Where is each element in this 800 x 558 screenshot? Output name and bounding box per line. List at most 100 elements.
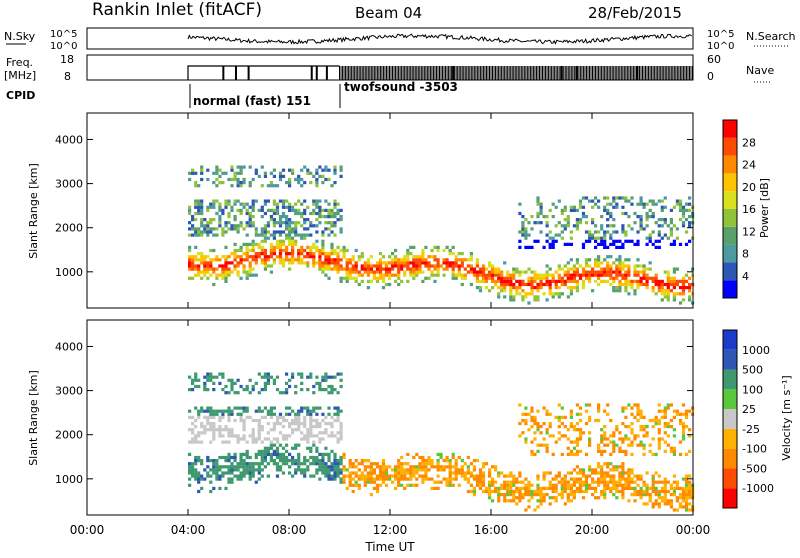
heatmap-cell bbox=[188, 428, 192, 432]
heatmap-cell bbox=[221, 270, 225, 274]
heatmap-cell bbox=[239, 248, 243, 253]
heatmap-cell bbox=[563, 477, 567, 481]
heatmap-cell bbox=[224, 261, 228, 265]
heatmap-cell bbox=[254, 437, 258, 441]
heatmap-cell bbox=[506, 273, 510, 277]
heatmap-cell bbox=[188, 483, 192, 487]
x-tick-label: 04:00 bbox=[171, 523, 206, 537]
heatmap-cell bbox=[681, 276, 686, 280]
heatmap-cell bbox=[651, 242, 655, 246]
heatmap-cell bbox=[278, 459, 283, 463]
heatmap-cell bbox=[197, 480, 201, 484]
heatmap-cell bbox=[248, 462, 252, 466]
heatmap-cell bbox=[481, 471, 486, 475]
heatmap-cell bbox=[421, 248, 425, 253]
heatmap-cell bbox=[503, 499, 507, 503]
heatmap-cell bbox=[403, 471, 407, 475]
heatmap-cell bbox=[336, 468, 340, 472]
colorbar-tick-label: -1000 bbox=[742, 482, 774, 495]
heatmap-cell bbox=[675, 412, 679, 416]
heatmap-cell bbox=[206, 264, 210, 268]
heatmap-cell bbox=[203, 468, 207, 472]
heatmap-cell bbox=[584, 273, 589, 277]
heatmap-cell bbox=[297, 233, 301, 237]
heatmap-cell bbox=[557, 480, 561, 484]
heatmap-cell bbox=[424, 264, 428, 268]
heatmap-cell bbox=[312, 261, 316, 265]
heatmap-cell bbox=[194, 418, 198, 423]
heatmap-cell bbox=[688, 496, 692, 500]
heatmap-cell bbox=[197, 205, 201, 209]
heatmap-cell bbox=[545, 409, 549, 413]
heatmap-cell bbox=[260, 205, 264, 209]
heatmap-cell bbox=[681, 477, 686, 481]
heatmap-cell bbox=[466, 258, 470, 262]
heatmap-cell bbox=[588, 465, 592, 469]
heatmap-cell bbox=[615, 196, 619, 200]
heatmap-cell bbox=[548, 422, 552, 426]
heatmap-cell bbox=[566, 446, 570, 450]
heatmap-cell bbox=[600, 279, 604, 283]
heatmap-cell bbox=[200, 168, 204, 172]
heatmap-cell bbox=[545, 443, 549, 447]
heatmap-cell bbox=[542, 273, 546, 277]
heatmap-cell bbox=[242, 388, 246, 392]
heatmap-cell bbox=[500, 270, 504, 274]
heatmap-cell bbox=[560, 480, 564, 484]
heatmap-cell bbox=[639, 409, 643, 413]
nsky-label: N.Sky bbox=[4, 30, 36, 43]
heatmap-cell bbox=[339, 227, 343, 231]
heatmap-cell bbox=[388, 261, 392, 265]
heatmap-cell bbox=[518, 270, 522, 274]
heatmap-cell bbox=[633, 493, 637, 497]
heatmap-cell bbox=[645, 489, 649, 494]
heatmap-cell bbox=[633, 273, 637, 277]
heatmap-cell bbox=[615, 496, 619, 500]
heatmap-cell bbox=[209, 489, 213, 494]
heatmap-cell bbox=[527, 276, 531, 280]
heatmap-cell bbox=[636, 489, 640, 494]
heatmap-cell bbox=[291, 474, 295, 478]
heatmap-cell bbox=[657, 245, 661, 249]
heatmap-cell bbox=[257, 477, 261, 481]
heatmap-cell bbox=[291, 221, 295, 225]
heatmap-cell bbox=[266, 184, 270, 188]
heatmap-cell bbox=[530, 493, 534, 497]
heatmap-cell bbox=[394, 248, 398, 253]
heatmap-cell bbox=[591, 471, 595, 475]
heatmap-cell bbox=[503, 279, 507, 283]
heatmap-cell bbox=[363, 270, 367, 274]
heatmap-cell bbox=[339, 471, 343, 475]
heatmap-cell bbox=[188, 171, 192, 175]
heatmap-cell bbox=[291, 428, 295, 432]
heatmap-cell bbox=[621, 196, 625, 200]
heatmap-cell bbox=[230, 270, 234, 274]
heatmap-cell bbox=[630, 452, 634, 456]
heatmap-cell bbox=[666, 443, 670, 447]
heatmap-cell bbox=[388, 276, 392, 280]
heatmap-cell bbox=[660, 218, 664, 222]
colorbar-swatch bbox=[723, 244, 737, 263]
heatmap-cell bbox=[678, 496, 683, 500]
heatmap-cell bbox=[648, 443, 652, 447]
heatmap-cell bbox=[233, 177, 237, 182]
heatmap-cell bbox=[263, 227, 267, 231]
heatmap-cell bbox=[188, 468, 192, 472]
heatmap-cell bbox=[539, 273, 543, 277]
heatmap-cell bbox=[312, 425, 316, 429]
heatmap-cell bbox=[524, 406, 528, 410]
heatmap-cell bbox=[521, 224, 525, 228]
heatmap-cell bbox=[545, 233, 549, 237]
heatmap-cell bbox=[245, 248, 249, 253]
heatmap-cell bbox=[233, 455, 237, 460]
heatmap-cell bbox=[648, 486, 652, 490]
heatmap-cell bbox=[594, 273, 598, 277]
heatmap-cell bbox=[618, 474, 622, 478]
heatmap-cell bbox=[563, 502, 567, 506]
heatmap-cell bbox=[569, 289, 573, 293]
heatmap-cell bbox=[603, 477, 607, 481]
freq-tick-top: 18 bbox=[60, 53, 74, 66]
heatmap-cell bbox=[275, 255, 280, 259]
heatmap-cell bbox=[618, 279, 622, 283]
heatmap-cell bbox=[618, 196, 622, 200]
